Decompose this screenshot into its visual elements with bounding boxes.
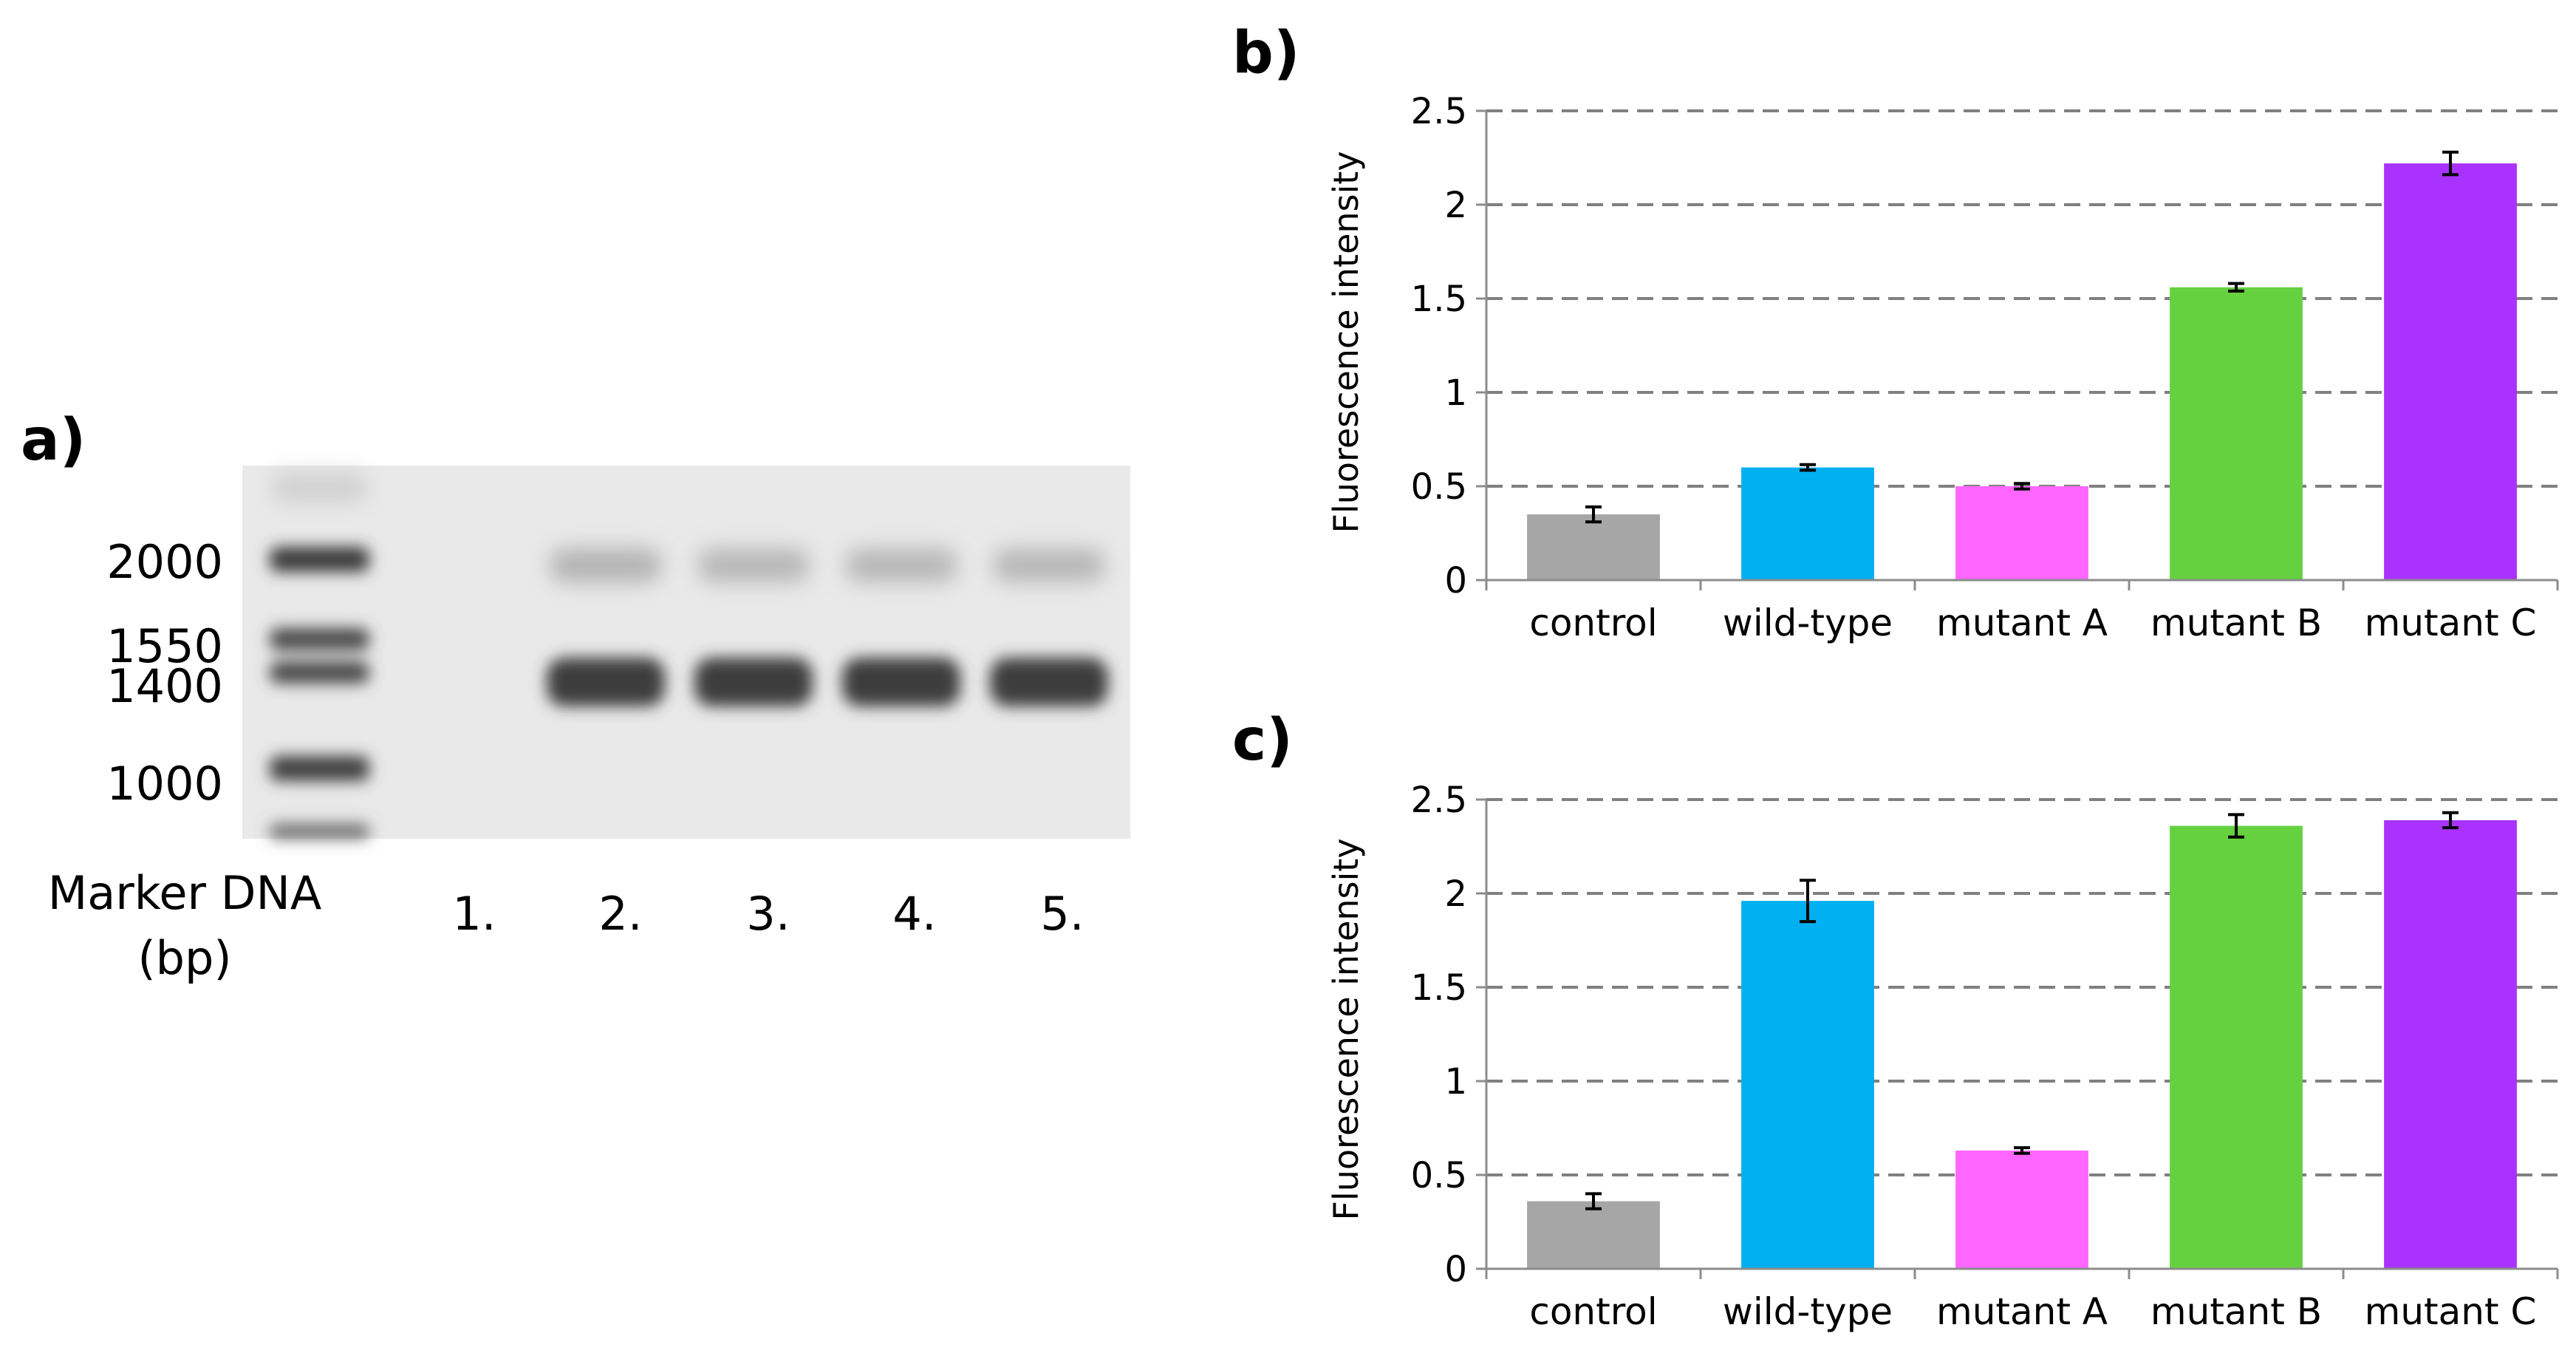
- chart-b-categories: control wild-type mutant A mutant B mutant C: [1529, 602, 2536, 644]
- category-label: control: [1529, 602, 1657, 644]
- chart-b-gridlines: [1486, 109, 2558, 488]
- chart-b-yticks: 0 0.5 1 1.5 2 2.5: [1411, 91, 1486, 602]
- category-label: mutant C: [2365, 1290, 2537, 1333]
- gel-panel: a): [21, 407, 1130, 985]
- gel-image: [242, 466, 1130, 839]
- chart-b-errorbars: [1585, 150, 2459, 524]
- y-tick-label: 1: [1444, 1061, 1467, 1103]
- y-tick-label: 0: [1444, 1249, 1467, 1290]
- lane-label-3: 3.: [746, 887, 790, 941]
- category-label: mutant A: [1936, 602, 2108, 644]
- y-tick-label: 2: [1444, 873, 1467, 915]
- category-label: wild-type: [1723, 602, 1893, 644]
- y-tick-label: 2.5: [1411, 91, 1467, 132]
- marker-ladder: [270, 547, 369, 839]
- bar-mutant-c: [2384, 163, 2517, 580]
- panel-c-letter: c): [1232, 707, 1293, 774]
- chart-c: c) Fluorescence intensity 0 0.5 1 1.5 2 2.5 c…: [1232, 707, 2559, 1333]
- lane-5-band-main: [990, 658, 1108, 706]
- category-label: mutant A: [1936, 1290, 2108, 1333]
- marker-band-1400: [270, 661, 369, 684]
- bar-mutant-a: [1955, 1150, 2088, 1269]
- panel-b-letter: b): [1232, 20, 1299, 86]
- bar-mutant-c: [2384, 820, 2517, 1269]
- lane-2-band-main: [547, 658, 665, 706]
- chart-c-yticks: 0 0.5 1 1.5 2 2.5: [1411, 780, 1486, 1290]
- y-tick-label: 2: [1444, 185, 1467, 226]
- chart-c-errorbars: [1585, 811, 2459, 1210]
- chart-c-bars: [1527, 820, 2517, 1269]
- bar-mutant-b: [2170, 287, 2303, 580]
- bar-wild-type: [1741, 467, 1874, 580]
- marker-size-1550: 1550: [106, 619, 223, 673]
- lane-4-band-upper: [846, 548, 957, 582]
- y-tick-label: 0.5: [1411, 1155, 1467, 1196]
- chart-c-ylabel: Fluorescence intensity: [1326, 838, 1366, 1220]
- chart-c-categories: control wild-type mutant A mutant B mutant C: [1529, 1290, 2536, 1333]
- marker-band-low: [270, 824, 369, 839]
- marker-size-2000: 2000: [106, 535, 223, 589]
- category-label: mutant C: [2365, 602, 2537, 644]
- chart-b-axes: [1485, 111, 2559, 590]
- lane-2-band-upper: [550, 548, 661, 582]
- chart-b: b) Fluorescence intensity 0 0.5 1 1.5 2 2.5 c…: [1232, 20, 2559, 644]
- bar-control: [1527, 514, 1660, 580]
- y-tick-label: 0.5: [1411, 466, 1467, 508]
- marker-size-1400: 1400: [106, 659, 223, 713]
- marker-ladder-faint: [273, 473, 366, 502]
- y-tick-label: 2.5: [1411, 780, 1467, 821]
- y-tick-label: 1.5: [1411, 967, 1467, 1009]
- lane-label-5: 5.: [1040, 887, 1084, 941]
- marker-size-1000: 1000: [106, 757, 223, 811]
- y-tick-label: 1.5: [1411, 279, 1467, 320]
- bar-mutant-a: [1955, 486, 2088, 580]
- lane-4-band-main: [842, 658, 960, 706]
- lane-label-2: 2.: [598, 887, 642, 941]
- sample-bands: [547, 548, 1108, 706]
- marker-label-line2: (bp): [137, 931, 231, 985]
- category-label: mutant B: [2150, 1290, 2322, 1333]
- marker-band-2000: [270, 547, 369, 572]
- category-label: wild-type: [1723, 1290, 1893, 1333]
- lane-3-band-upper: [698, 548, 809, 582]
- marker-label-line1: Marker DNA: [48, 866, 322, 920]
- chart-b-bars: [1527, 163, 2517, 580]
- bar-wild-type: [1741, 901, 1874, 1269]
- panel-a-letter: a): [21, 407, 86, 474]
- y-tick-label: 0: [1444, 560, 1467, 602]
- marker-band-top: [273, 473, 366, 502]
- chart-b-ylabel: Fluorescence intensity: [1326, 151, 1366, 533]
- bar-mutant-b: [2170, 825, 2303, 1269]
- lane-3-band-main: [694, 658, 813, 706]
- lane-label-4: 4.: [892, 887, 936, 941]
- y-tick-label: 1: [1444, 372, 1467, 414]
- lane-label-1: 1.: [452, 887, 496, 941]
- category-label: mutant B: [2150, 602, 2322, 644]
- marker-band-1000: [270, 756, 369, 781]
- lane-5-band-upper: [994, 548, 1104, 582]
- marker-band-1550: [270, 628, 369, 650]
- chart-c-axes: [1485, 800, 2559, 1279]
- bar-control: [1527, 1201, 1660, 1269]
- category-label: control: [1529, 1290, 1657, 1333]
